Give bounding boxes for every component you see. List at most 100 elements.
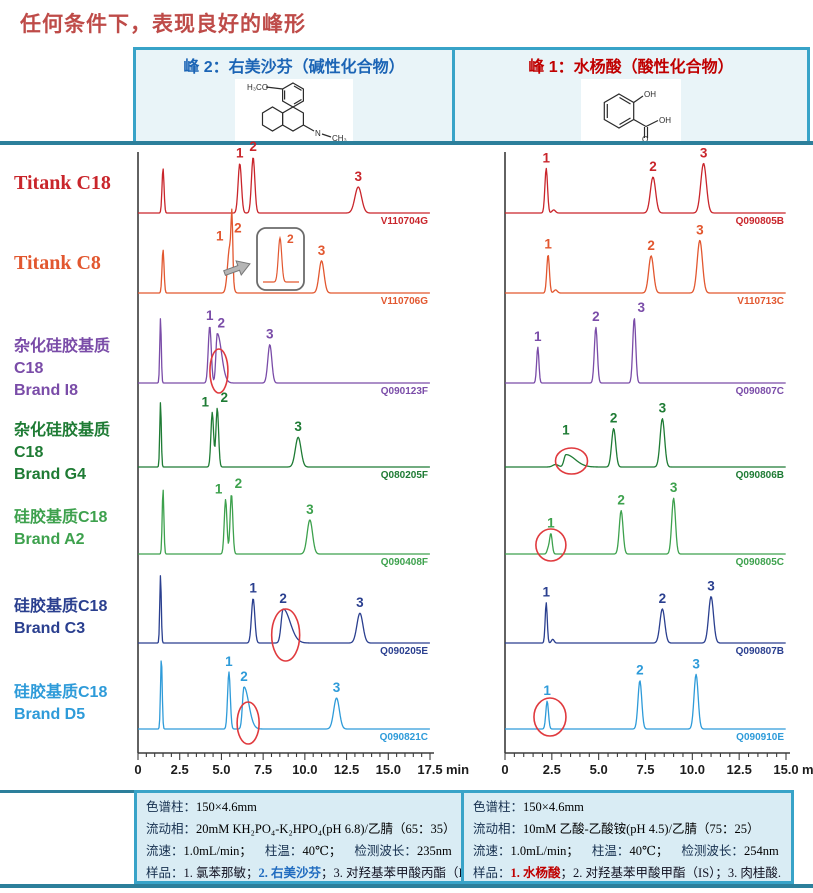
sample-item: ；3. 对羟基苯甲酸丙酯（IS）.	[321, 866, 461, 880]
peak-label: 1	[542, 150, 550, 165]
methoxy-label: H₃CO	[247, 83, 268, 92]
sample-id: V110713C	[737, 296, 784, 307]
red-circle-annotation	[535, 528, 567, 562]
condition-line: 流速：1.0mL/min； 柱温：40℃； 检测波长：235nm	[146, 840, 452, 862]
x-tick-label: 12.5	[727, 762, 752, 777]
peak-label: 2	[279, 591, 287, 606]
row-label-titank-c18: Titank C18	[14, 172, 111, 194]
condition-label: 流速：	[146, 844, 184, 858]
peak-label: 3	[356, 595, 364, 610]
inset-frame	[256, 227, 305, 291]
peak-label: 2	[217, 315, 225, 330]
peak-label: 1	[216, 229, 224, 244]
x-tick-label: 15.0	[376, 762, 401, 777]
sample-item: ；2. 对羟基苯甲酸甲酯（IS）；3. 肉桂酸.	[560, 866, 782, 880]
trace-brand-i8-left	[138, 318, 430, 384]
x-tick-label: 0	[501, 762, 508, 777]
condition-label: 流动相：	[473, 822, 524, 836]
teal-rule-top	[0, 141, 813, 145]
peak-label: 3	[707, 579, 715, 594]
trace-brand-g4-right	[505, 418, 786, 468]
peak-label: 3	[294, 419, 302, 434]
x-tick-label: 12.5	[334, 762, 359, 777]
dextromethorphan-structure-icon: H₃CO N CH₃	[235, 79, 353, 143]
phenol-oh-label: OH	[644, 90, 656, 99]
trace-titank-c8-left	[138, 208, 430, 294]
peak-label: 2	[649, 159, 657, 174]
peak-label: 3	[354, 169, 362, 184]
peak-label: 2	[617, 493, 625, 508]
n-methyl-label: CH₃	[332, 134, 347, 143]
peak-label: 2	[234, 220, 242, 235]
condition-value: 40℃；	[302, 844, 342, 858]
condition-value: 10mM 乙酸-乙酸铵(pH 4.5)/乙腈（75：25）	[523, 822, 760, 836]
trace-brand-i8-right	[505, 318, 786, 384]
trace-brand-a2-right	[505, 497, 786, 555]
peak1-title: 峰 1：水杨酸（酸性化合物）	[528, 59, 734, 76]
peak-label: 1	[543, 683, 551, 698]
red-circle-annotation	[270, 608, 301, 662]
salicylic-acid-structure-icon: OH O OH	[581, 79, 681, 143]
peak-label: 3	[700, 145, 708, 160]
condition-line: 流速：1.0mL/min； 柱温：40℃； 检测波长：254nm	[473, 840, 782, 862]
condition-value: 20mM KH₂PO₄-K₂HPO₄(pH 6.8)/乙腈（65：35）	[196, 822, 456, 836]
peak-label: 3	[318, 243, 326, 258]
peak-label: 2	[610, 411, 618, 426]
condition-value: 235nm	[416, 844, 452, 858]
x-tick-label: 5.0	[212, 762, 230, 777]
peak2-title: 峰 2：右美沙芬（碱性化合物）	[183, 59, 405, 76]
trace-titank-c18-left	[138, 157, 430, 214]
peak-header-table: 峰 2：右美沙芬（碱性化合物） H₃CO N CH₃ 峰 1：水杨酸（酸性化合物…	[133, 47, 810, 144]
peak-label: 1	[206, 308, 214, 323]
page-title: 任何条件下，表现良好的峰形	[20, 13, 306, 36]
header-cell-peak2: 峰 2：右美沙芬（碱性化合物） H₃CO N CH₃	[136, 50, 455, 143]
trace-brand-d5-left	[138, 660, 430, 730]
x-tick-label: 10.0	[680, 762, 705, 777]
sample-id: V110706G	[381, 296, 428, 307]
red-circle-annotation	[236, 701, 260, 745]
sample-id: Q090806B	[736, 470, 784, 481]
zoom-arrow-icon	[223, 260, 251, 277]
condition-label: 色谱柱：	[473, 800, 524, 814]
x-tick-label: 5.0	[590, 762, 608, 777]
x-tick-label: 7.5	[254, 762, 272, 777]
sample-item: 1. 水杨酸	[510, 866, 561, 880]
x-tick-label: 15.0	[773, 762, 798, 777]
trace-brand-d5-right	[505, 673, 786, 730]
x-tick-label: 7.5	[636, 762, 654, 777]
sample-line: 样品：1. 水杨酸；2. 对羟基苯甲酸甲酯（IS）；3. 肉桂酸.	[473, 862, 782, 881]
conditions-row: 色谱柱：150×4.6mm 流动相：20mM KH₂PO₄-K₂HPO₄(pH 6…	[134, 790, 794, 884]
x-tick-label: 2.5	[543, 762, 561, 777]
row-label-brand-a2: 硅胶基质C18 Brand A2	[14, 509, 108, 548]
condition-line: 色谱柱：150×4.6mm	[473, 796, 782, 818]
condition-value: 1.0mL/min；	[183, 844, 252, 858]
peak-label: 2	[636, 663, 644, 678]
condition-label: 检测波长：	[354, 844, 417, 858]
condition-label: 流动相：	[146, 822, 197, 836]
teal-rule-bottom-segment	[0, 790, 134, 793]
peak-label: 1	[562, 423, 570, 438]
header-cell-peak1: 峰 1：水杨酸（酸性化合物） OH O OH	[455, 50, 807, 143]
peak-label: 1	[534, 329, 542, 344]
sample-id: Q090805C	[736, 557, 784, 568]
trace-brand-a2-left	[138, 489, 430, 555]
conditions-box-left: 色谱柱：150×4.6mm 流动相：20mM KH₂PO₄-K₂HPO₄(pH 6…	[134, 790, 464, 884]
condition-value: 1.0mL/min；	[510, 844, 579, 858]
sample-id: Q090807C	[736, 386, 784, 397]
peak-label: 3	[670, 480, 678, 495]
condition-line: 流动相：10mM 乙酸-乙酸铵(pH 4.5)/乙腈（75：25）	[473, 818, 782, 840]
sample-id: Q090910E	[736, 732, 784, 743]
row-label-brand-g4: 杂化硅胶基质C18 Brand G4	[14, 422, 111, 483]
peak-label: 3	[266, 327, 274, 342]
trace-titank-c18-right	[505, 162, 786, 214]
sample-id: Q090807B	[736, 646, 784, 657]
peak-label: 3	[638, 300, 646, 315]
acid-oh-label: OH	[659, 116, 671, 125]
x-tick-label: 17.5	[417, 762, 442, 777]
sample-id: Q090123F	[381, 386, 428, 397]
sample-label: 样品：	[473, 866, 511, 880]
teal-rule-bottom	[0, 884, 813, 888]
sample-item: 1. 氯苯那敏；	[183, 866, 259, 880]
inset-peak-label: 2	[287, 232, 294, 246]
peak-label: 1	[236, 145, 244, 160]
